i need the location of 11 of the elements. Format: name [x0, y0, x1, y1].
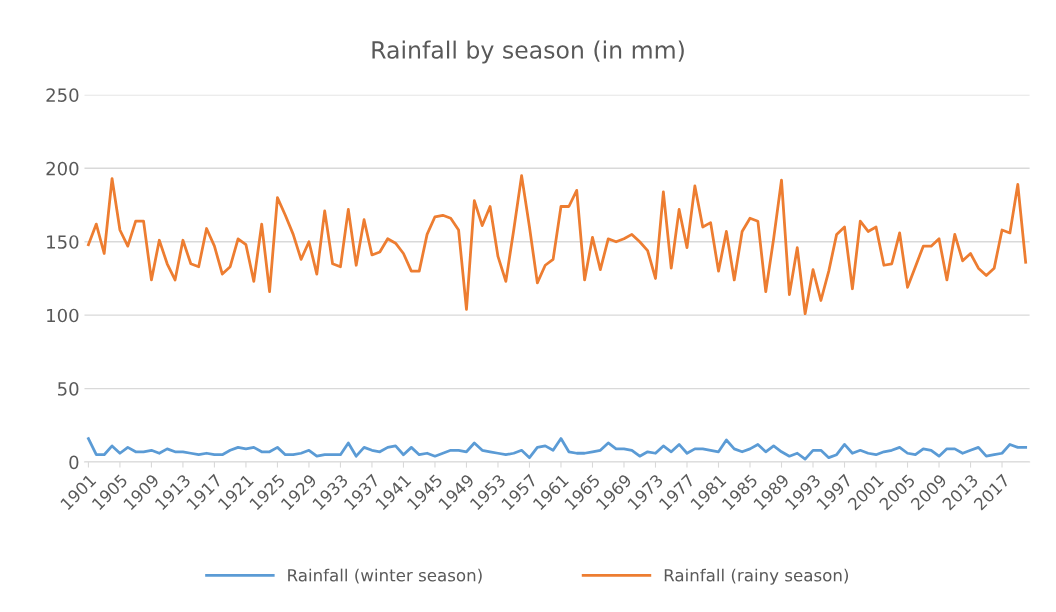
- y-tick-label: 50: [58, 382, 79, 396]
- y-tick-label: 150: [47, 235, 79, 249]
- y-tick-label: 100: [47, 308, 79, 323]
- legend-label: Rainfall (rainy season): [664, 568, 849, 585]
- y-tick-label: 250: [46, 88, 79, 102]
- line-series: [87, 437, 1028, 461]
- chart-title: Rainfall by season (in mm): [372, 40, 684, 64]
- y-tick-label: 200: [46, 161, 79, 176]
- legend-label: Rainfall (winter season): [288, 568, 482, 584]
- y-tick-label: 0: [69, 455, 79, 470]
- line-series: [87, 174, 1028, 316]
